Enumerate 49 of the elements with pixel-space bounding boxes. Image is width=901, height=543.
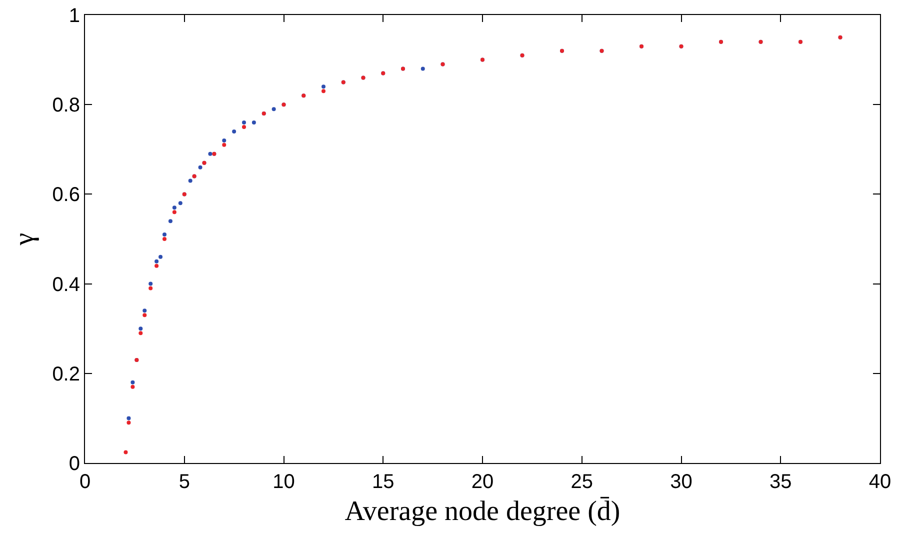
point: [158, 254, 163, 259]
point: [148, 286, 153, 290]
point: [242, 125, 246, 129]
point: [126, 416, 131, 420]
point: [222, 142, 226, 147]
x-tick-label: 25: [570, 471, 594, 493]
x-axis-title: Average node degree (d̄): [344, 496, 620, 528]
y-tick-label: 0.4: [52, 274, 80, 296]
point: [130, 384, 135, 389]
x-tick-label: 15: [372, 471, 394, 493]
y-tick-label: 0.6: [52, 184, 80, 206]
y-tick-label: 0.8: [52, 94, 80, 117]
point: [138, 331, 143, 336]
point: [124, 450, 128, 454]
point: [154, 259, 159, 264]
point: [154, 264, 159, 268]
point: [208, 152, 212, 156]
point: [252, 120, 256, 125]
point: [130, 380, 135, 384]
point: [138, 326, 143, 331]
point: [168, 219, 172, 224]
point: [242, 120, 246, 125]
point: [126, 420, 131, 425]
point: [188, 178, 192, 183]
y-tick-label: 1: [68, 5, 80, 27]
point: [232, 129, 236, 134]
point: [222, 138, 226, 142]
y-tick-label: 0: [68, 453, 80, 475]
point: [162, 237, 166, 241]
point: [272, 107, 276, 112]
point: [322, 89, 326, 94]
point: [322, 84, 326, 89]
x-tick-label: 20: [471, 471, 494, 493]
point: [178, 201, 182, 206]
y-tick-label: 0.2: [52, 363, 80, 386]
point: [420, 66, 425, 71]
point: [198, 165, 202, 170]
point: [142, 308, 147, 313]
x-tick-label: 40: [868, 471, 892, 493]
point: [148, 282, 153, 286]
point: [172, 210, 176, 214]
point: [142, 313, 147, 318]
x-tick-label: 35: [770, 471, 792, 493]
x-tick-label: 5: [178, 471, 190, 493]
x-tick-label: 10: [272, 471, 295, 493]
y-axis-title: γ: [8, 232, 40, 246]
point: [162, 232, 166, 237]
x-tick-label: 30: [670, 471, 692, 493]
point: [172, 206, 176, 210]
